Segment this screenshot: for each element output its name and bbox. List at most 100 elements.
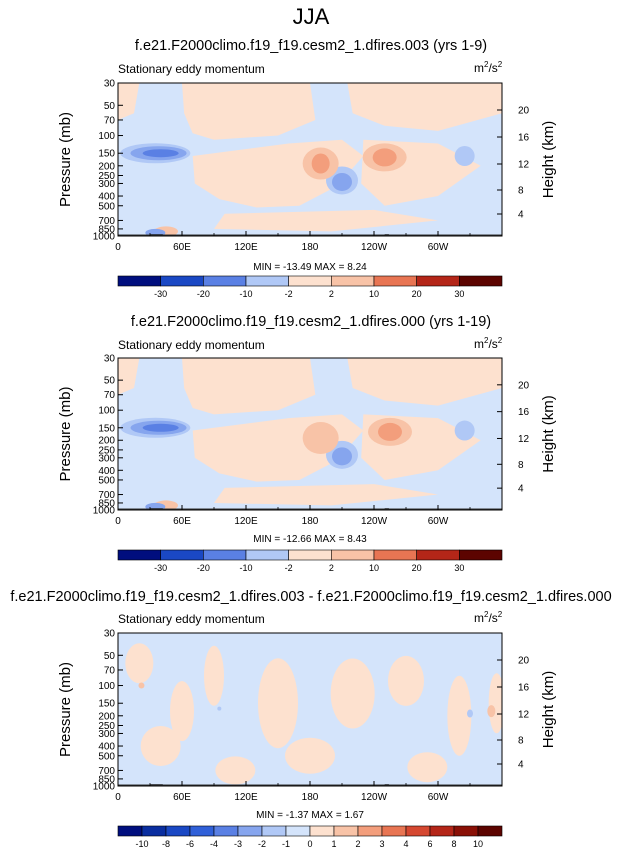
positive-region [182,83,316,140]
y-tick-label: 1000 [93,232,116,243]
y-tick-label: 300 [98,729,115,740]
x-tick-label: 0 [115,516,121,527]
y-tick-label: 850 [98,774,115,785]
positive-region [118,83,140,120]
y-tick-label: 500 [98,475,115,486]
y-tick-label: 300 [98,453,115,464]
panel-1-min-max: MIN = -13.49 MAX = 8.24 [253,262,367,273]
positive-region [214,484,438,506]
heatmap-panel-2: 3050701001502002503004005007008501000Pre… [57,354,557,528]
right-y-tick-label: 12 [518,434,530,445]
y-tick-label: 70 [104,665,116,676]
colorbar-label: 30 [454,289,464,299]
colorbar-box [429,825,455,837]
right-y-tick-label: 8 [518,460,524,471]
colorbar-label: 10 [473,839,483,849]
colorbar-box [203,549,247,561]
positive-region [347,358,502,406]
positive-patch [204,645,224,706]
right-y-tick-label: 20 [518,106,530,117]
colorbar-label: -4 [210,839,218,849]
right-y-tick-label: 4 [518,484,524,495]
colorbar-box [416,549,460,561]
colorbar-label: 20 [412,563,422,573]
colorbar-label: -20 [197,289,210,299]
positive-patch [487,705,496,718]
page-title: JJA [292,4,330,29]
colorbar-box [160,549,204,561]
positive-region [347,83,502,131]
y-tick-label: 50 [104,101,116,112]
colorbar-label: -10 [239,289,252,299]
colorbar-label: 2 [329,563,334,573]
colorbar-label: -10 [239,563,252,573]
colorbar-box [288,549,332,561]
colorbar-label: 6 [427,839,432,849]
colorbar-label: -3 [234,839,242,849]
positive-patch [125,643,154,684]
y-tick-label: 100 [98,406,115,417]
negative-patch [217,706,222,711]
colorbar-label: 10 [369,563,379,573]
y-tick-label: 150 [98,699,115,710]
colorbar-label: -1 [282,839,290,849]
y-tick-label: 50 [104,651,116,662]
positive-core [378,422,402,441]
colorbar-box [373,549,417,561]
right-y-tick-label: 16 [518,407,530,418]
right-y-tick-label: 8 [518,736,524,747]
y-tick-label: 500 [98,201,115,212]
x-tick-label: 180 [302,516,319,527]
colorbar-label: 3 [379,839,384,849]
x-tick-label: 120W [361,516,388,527]
x-tick-label: 60W [428,242,449,253]
positive-patch [388,655,424,706]
colorbar-box [213,825,239,837]
colorbar-box [331,549,375,561]
y-tick-label: 150 [98,423,115,434]
y-tick-label: 850 [98,224,115,235]
y-tick-label: 850 [98,498,115,509]
negative-region [454,420,475,441]
y-axis-label: Pressure (mb) [57,112,74,207]
panel-2-variable-label: Stationary eddy momentum [118,338,265,352]
colorbar-label: 2 [355,839,360,849]
y-tick-label: 30 [104,629,116,640]
y-axis-label: Pressure (mb) [57,662,74,757]
right-y-axis-label: Height (km) [540,121,557,199]
colorbar-label: 30 [454,563,464,573]
colorbar-label: -10 [135,839,148,849]
colorbar-box [245,275,289,287]
y-tick-label: 400 [98,466,115,477]
colorbar-box [453,825,479,837]
y-axis-label: Pressure (mb) [57,386,74,481]
x-tick-label: 60E [173,792,191,803]
y-tick-label: 700 [98,490,115,501]
positive-region [182,358,316,415]
positive-patch [215,756,256,785]
y-tick-label: 70 [104,115,116,126]
colorbar-box [285,825,311,837]
positive-patch [138,682,145,689]
y-tick-label: 250 [98,445,115,456]
right-y-tick-label: 12 [518,160,530,171]
colorbar-2: -30 -20 -10 -2 2 10 20 30 [117,549,503,573]
y-tick-label: 100 [98,681,115,692]
colorbar-box [333,825,359,837]
colorbar-label: -6 [186,839,194,849]
colorbar-label: -30 [154,289,167,299]
positive-patch [447,675,472,756]
x-tick-label: 120E [234,242,258,253]
colorbar-label: 10 [369,289,379,299]
colorbar-label: -8 [162,839,170,849]
panel-3-variable-label: Stationary eddy momentum [118,612,265,626]
colorbar-box [405,825,431,837]
x-tick-label: 0 [115,242,121,253]
x-tick-label: 120E [234,516,258,527]
colorbar-box [381,825,407,837]
y-tick-label: 1000 [93,506,116,517]
y-tick-label: 500 [98,751,115,762]
y-tick-label: 250 [98,721,115,732]
positive-patch [330,658,375,729]
colorbar-box [331,275,375,287]
